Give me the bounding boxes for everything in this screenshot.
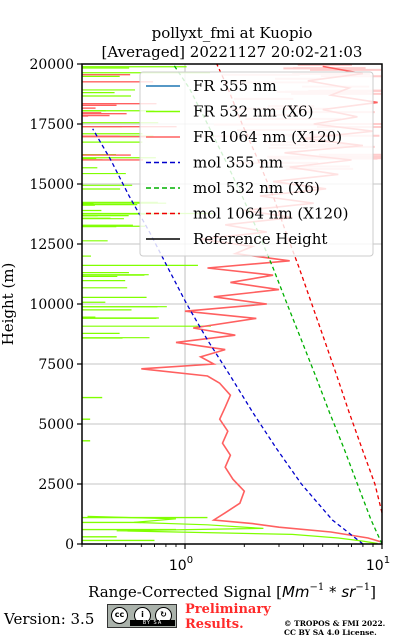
legend-label: FR 532 nm (X6) [193, 103, 313, 121]
chart-title: pollyxt_fmi at Kuopio [152, 24, 313, 42]
preliminary-line-2: Results. [185, 617, 244, 632]
chart-subtitle: [Averaged] 20221127 20:02-21:03 [102, 43, 363, 61]
y-tick-label: 15000 [29, 177, 74, 193]
x-axis-label-sup1: −1 [310, 582, 325, 593]
y-tick-label: 5000 [38, 417, 74, 433]
copyright-notice: © TROPOS & FMI 2022. CC BY SA 4.0 Licens… [284, 619, 385, 637]
y-tick-label: 10000 [29, 297, 74, 313]
series-mol-355-nm [92, 128, 364, 545]
legend-label: mol 532 nm (X6) [193, 179, 320, 197]
fr532-low-profile [87, 515, 378, 545]
x-tick-label: 100 [169, 555, 193, 574]
legend-label: mol 1064 nm (X120) [193, 205, 348, 223]
cc-license-badge: cc i ↻ BY SA [107, 604, 177, 628]
cc-icon: cc [111, 607, 128, 624]
x-axis-label: Range-Corrected Signal [Mm−1 * sr−1] [88, 582, 376, 601]
x-axis-label-sup2: −1 [355, 582, 370, 593]
copyright-line-1: © TROPOS & FMI 2022. [284, 619, 386, 628]
y-tick-label: 12500 [29, 237, 74, 253]
version-label: Version: 3.5 [4, 610, 95, 628]
x-axis-label-end: ] [370, 583, 376, 601]
x-axis-label-main: Range-Corrected Signal [ [88, 583, 282, 601]
legend-label: mol 355 nm [193, 154, 283, 172]
chart-legend: FR 355 nm FR 532 nm (X6) FR 1064 nm (X120)… [139, 71, 374, 257]
x-tick-label: 101 [366, 555, 390, 574]
legend-label: Reference Height [193, 230, 327, 248]
y-tick-label: 20000 [29, 57, 74, 73]
preliminary-notice: Preliminary Results. [185, 602, 271, 632]
y-tick-label: 0 [65, 537, 74, 553]
legend-label: FR 1064 nm (X120) [193, 128, 342, 146]
x-axis-label-math-a: Mm [282, 583, 310, 601]
y-tick-label: 7500 [38, 357, 74, 373]
legend-label: FR 355 nm [193, 77, 277, 95]
y-axis-label: Height (m) [0, 263, 17, 346]
legend-box [139, 71, 374, 257]
y-tick-label: 2500 [38, 477, 74, 493]
axis-ticks: 0 2500 5000 7500 10000 12500 15000 17500 20000 10… [29, 57, 390, 574]
cc-license-strip: BY SA [130, 620, 175, 626]
preliminary-line-1: Preliminary [185, 602, 271, 617]
x-axis-label-math-b: * sr [324, 583, 356, 601]
copyright-line-2: CC BY SA 4.0 License. [284, 628, 377, 637]
y-tick-label: 17500 [29, 117, 74, 133]
